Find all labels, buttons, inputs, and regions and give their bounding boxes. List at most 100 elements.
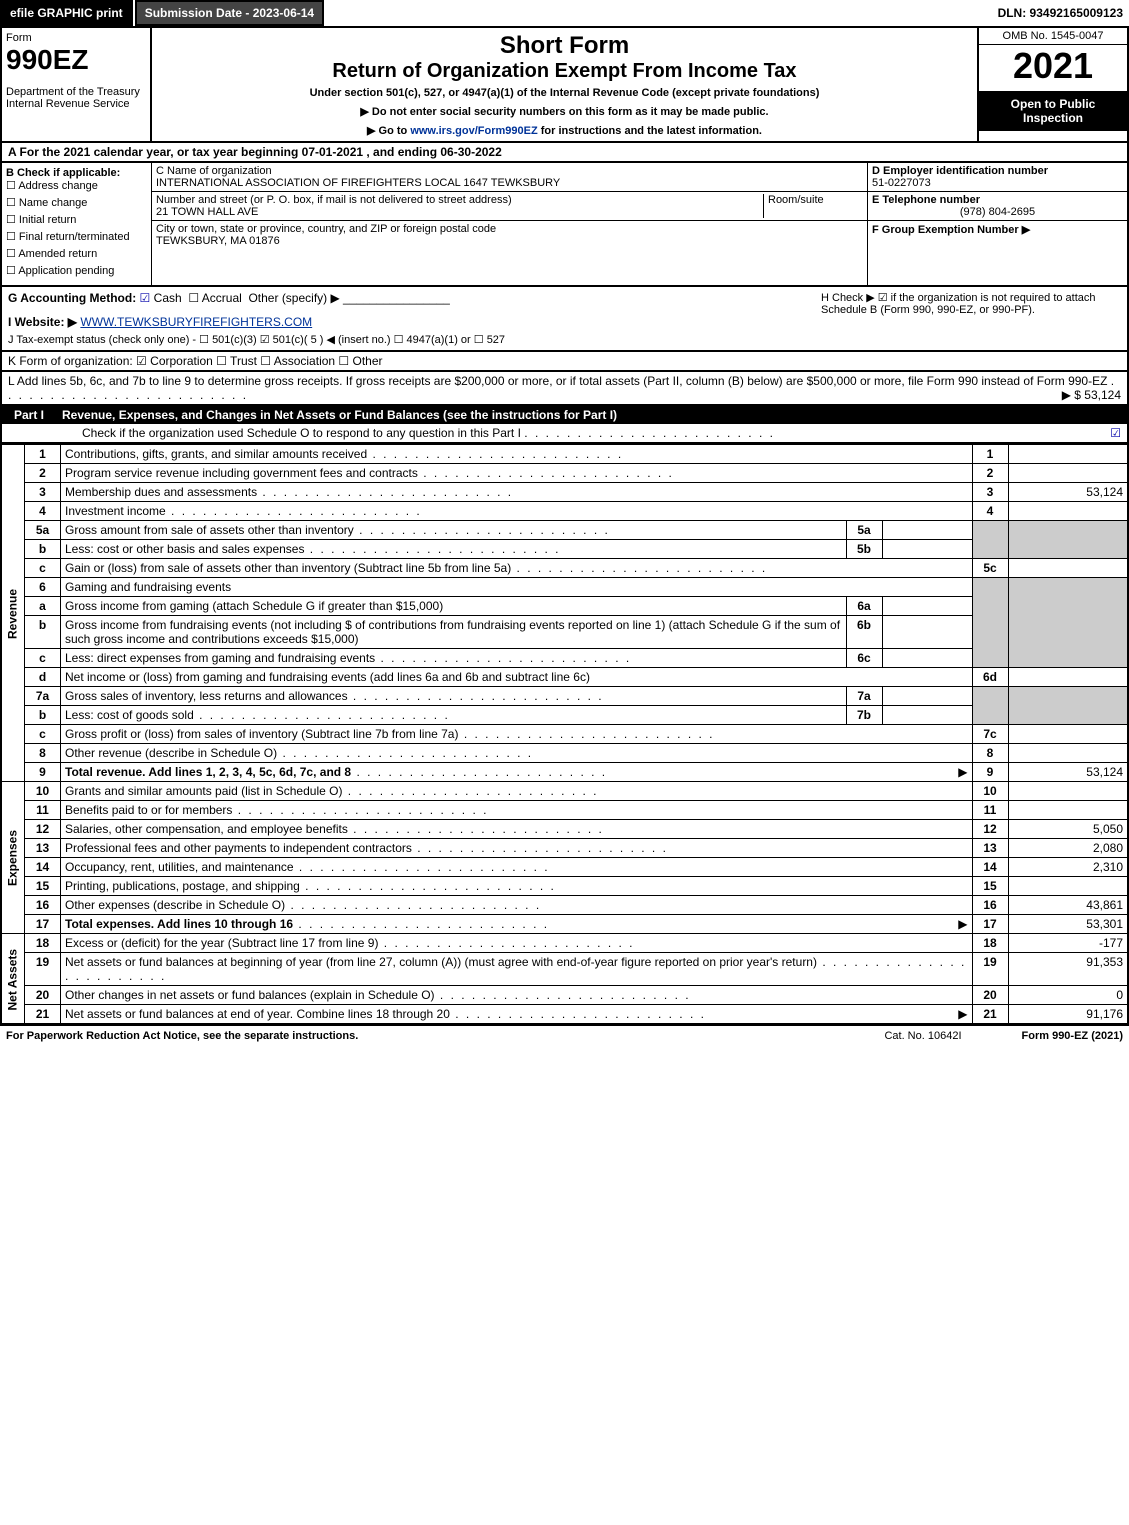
l21-rnum: 21 xyxy=(972,1005,1008,1025)
l7b-num: b xyxy=(25,706,61,725)
I-label: I Website: ▶ xyxy=(8,315,77,329)
l6-desc: Gaming and fundraising events xyxy=(61,578,973,597)
chk-address-label: Address change xyxy=(18,180,98,192)
l13-val: 2,080 xyxy=(1008,839,1128,858)
l1-rnum: 1 xyxy=(972,445,1008,464)
efile-print-button[interactable]: efile GRAPHIC print xyxy=(0,0,133,26)
l7c-desc: Gross profit or (loss) from sales of inv… xyxy=(65,727,458,741)
l11-num: 11 xyxy=(25,801,61,820)
l5a-num: 5a xyxy=(25,521,61,540)
l19-num: 19 xyxy=(25,953,61,986)
part-I-header: Part I Revenue, Expenses, and Changes in… xyxy=(0,406,1129,424)
l6b-midval xyxy=(882,616,972,649)
C-name-label: C Name of organization xyxy=(156,165,272,177)
H-block: H Check ▶ ☑ if the organization is not r… xyxy=(821,291,1121,346)
l16-desc: Other expenses (describe in Schedule O) xyxy=(65,898,285,912)
dots-partI xyxy=(524,426,775,440)
l6b-desc: Gross income from fundraising events (no… xyxy=(61,616,847,649)
l17-rnum: 17 xyxy=(972,915,1008,934)
l6d-rnum: 6d xyxy=(972,668,1008,687)
l2-rnum: 2 xyxy=(972,464,1008,483)
l6d-val xyxy=(1008,668,1128,687)
l6b-mid: 6b xyxy=(846,616,882,649)
l9-arrow: ▶ xyxy=(958,765,967,779)
E-label: E Telephone number xyxy=(872,194,980,206)
chk-pending[interactable]: ☐ Application pending xyxy=(6,264,147,277)
submission-date-label: Submission Date - 2023-06-14 xyxy=(135,0,324,26)
l3-num: 3 xyxy=(25,483,61,502)
l10-rnum: 10 xyxy=(972,782,1008,801)
l6d-desc: Net income or (loss) from gaming and fun… xyxy=(61,668,973,687)
C-street-label: Number and street (or P. O. box, if mail… xyxy=(156,194,512,206)
l9-val: 53,124 xyxy=(1008,763,1128,782)
header-left: Form 990EZ Department of the Treasury In… xyxy=(2,28,152,141)
top-bar: efile GRAPHIC print Submission Date - 20… xyxy=(0,0,1129,28)
l19-rnum: 19 xyxy=(972,953,1008,986)
l3-rnum: 3 xyxy=(972,483,1008,502)
row-K: K Form of organization: ☑ Corporation ☐ … xyxy=(0,352,1129,372)
l6c-mid: 6c xyxy=(846,649,882,668)
irs-link[interactable]: www.irs.gov/Form990EZ xyxy=(410,125,537,137)
expenses-label: Expenses xyxy=(1,782,25,934)
chk-initial[interactable]: ☐ Initial return xyxy=(6,213,147,226)
l6c-num: c xyxy=(25,649,61,668)
chk-final-label: Final return/terminated xyxy=(19,231,130,243)
l7c-rnum: 7c xyxy=(972,725,1008,744)
l9-desc: Total revenue. Add lines 1, 2, 3, 4, 5c,… xyxy=(65,765,351,779)
J-row: J Tax-exempt status (check only one) - ☐… xyxy=(8,333,821,346)
l4-desc: Investment income xyxy=(65,504,166,518)
l15-num: 15 xyxy=(25,877,61,896)
l12-val: 5,050 xyxy=(1008,820,1128,839)
l18-val: -177 xyxy=(1008,934,1128,953)
part-I-checkbox[interactable]: ☑ xyxy=(1110,426,1121,440)
D-value: 51-0227073 xyxy=(872,177,931,189)
l6a-num: a xyxy=(25,597,61,616)
l7b-mid: 7b xyxy=(846,706,882,725)
col-C: C Name of organization INTERNATIONAL ASS… xyxy=(152,163,867,285)
F-label: F Group Exemption Number ▶ xyxy=(872,224,1030,236)
l2-desc: Program service revenue including govern… xyxy=(65,466,418,480)
l5c-desc: Gain or (loss) from sale of assets other… xyxy=(65,561,511,575)
l21-arrow: ▶ xyxy=(958,1007,967,1021)
l11-desc: Benefits paid to or for members xyxy=(65,803,232,817)
l13-num: 13 xyxy=(25,839,61,858)
l12-num: 12 xyxy=(25,820,61,839)
l1-num: 1 xyxy=(25,445,61,464)
l14-num: 14 xyxy=(25,858,61,877)
l6c-desc: Less: direct expenses from gaming and fu… xyxy=(65,651,375,665)
C-name-row: C Name of organization INTERNATIONAL ASS… xyxy=(152,163,867,192)
chk-address[interactable]: ☐ Address change xyxy=(6,179,147,192)
chk-amended-label: Amended return xyxy=(18,248,97,260)
L-amount: ▶ $ 53,124 xyxy=(1062,388,1121,402)
chk-final[interactable]: ☐ Final return/terminated xyxy=(6,230,147,243)
l12-rnum: 12 xyxy=(972,820,1008,839)
chk-cash[interactable]: ☑ xyxy=(140,291,151,305)
l17-desc: Total expenses. Add lines 10 through 16 xyxy=(65,917,293,931)
l21-num: 21 xyxy=(25,1005,61,1025)
G-label: G Accounting Method: xyxy=(8,291,136,305)
D-label: D Employer identification number xyxy=(872,165,1048,177)
form-header: Form 990EZ Department of the Treasury In… xyxy=(0,28,1129,143)
l19-desc: Net assets or fund balances at beginning… xyxy=(65,955,817,969)
l7a-mid: 7a xyxy=(846,687,882,706)
l4-num: 4 xyxy=(25,502,61,521)
paperwork-notice: For Paperwork Reduction Act Notice, see … xyxy=(6,1030,358,1042)
l5a-midval xyxy=(882,521,972,540)
row-L: L Add lines 5b, 6c, and 7b to line 9 to … xyxy=(0,372,1129,406)
part-I-heading: Revenue, Expenses, and Changes in Net As… xyxy=(52,408,1123,422)
l8-desc: Other revenue (describe in Schedule O) xyxy=(65,746,277,760)
l9-num: 9 xyxy=(25,763,61,782)
chk-name[interactable]: ☐ Name change xyxy=(6,196,147,209)
form-number: 990EZ xyxy=(6,44,146,76)
l8-val xyxy=(1008,744,1128,763)
E-row: E Telephone number (978) 804-2695 xyxy=(868,192,1127,221)
goto-note: ▶ Go to www.irs.gov/Form990EZ for instru… xyxy=(156,124,973,137)
C-city-value: TEWKSBURY, MA 01876 xyxy=(156,235,280,247)
l5a-desc: Gross amount from sale of assets other t… xyxy=(65,523,354,537)
l2-val xyxy=(1008,464,1128,483)
chk-amended[interactable]: ☐ Amended return xyxy=(6,247,147,260)
website-link[interactable]: WWW.TEWKSBURYFIREFIGHTERS.COM xyxy=(80,315,312,329)
l2-num: 2 xyxy=(25,464,61,483)
l17-arrow: ▶ xyxy=(958,917,967,931)
l7b-midval xyxy=(882,706,972,725)
